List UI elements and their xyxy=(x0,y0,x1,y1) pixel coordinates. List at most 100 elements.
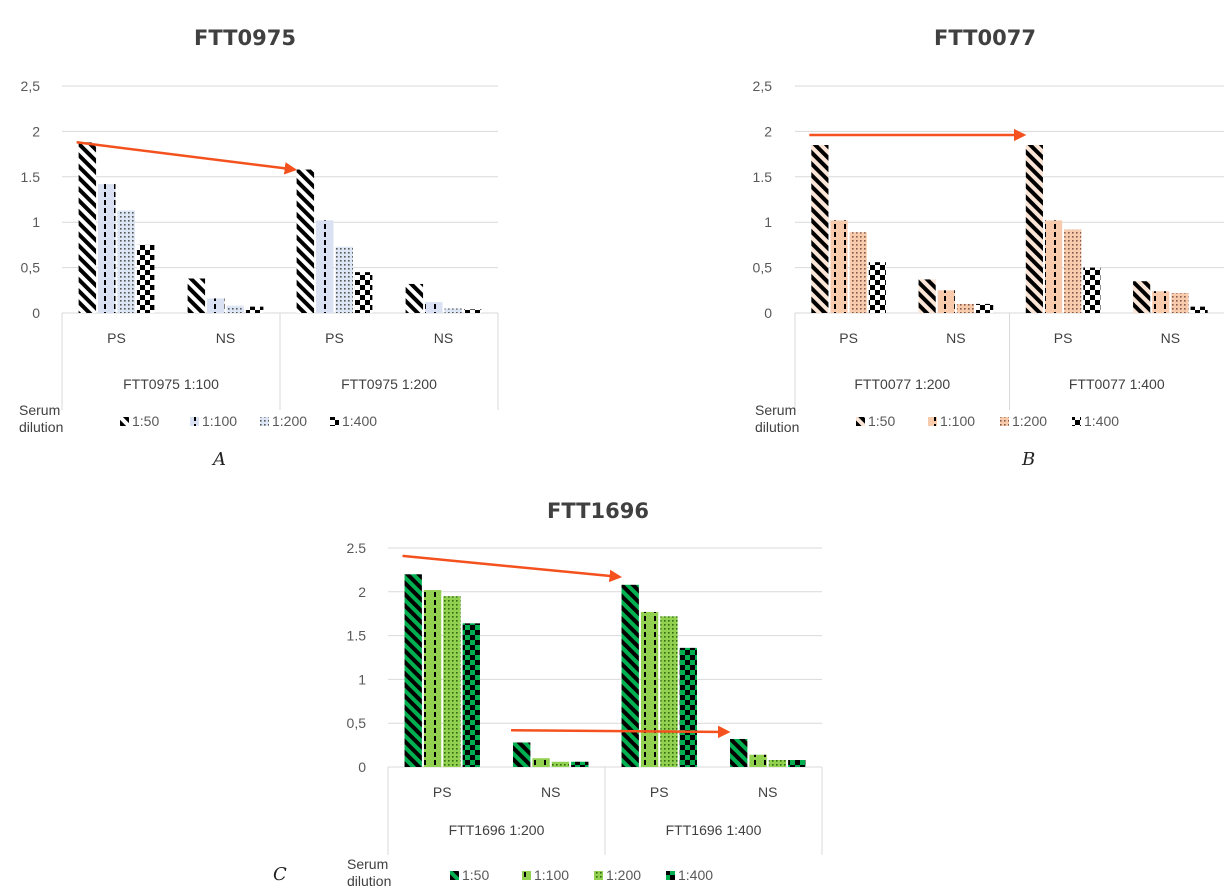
bar xyxy=(730,738,748,767)
bar xyxy=(956,303,975,313)
bar xyxy=(463,309,482,313)
y-tick-label: 2 xyxy=(764,123,772,139)
x-tick-label: NS xyxy=(1161,330,1180,346)
legend-swatch xyxy=(1072,417,1081,426)
bar xyxy=(937,290,955,313)
y-tick-label: 1 xyxy=(32,214,40,230)
legend-label: 1:400 xyxy=(678,867,713,883)
bar xyxy=(1133,281,1151,313)
bar xyxy=(117,210,135,313)
legend-swatch xyxy=(120,417,129,426)
bar xyxy=(78,142,97,313)
legend-label: 1:200 xyxy=(1012,413,1047,429)
panel-label: C xyxy=(273,864,287,885)
x-group-label: FTT0975 1:200 xyxy=(341,376,437,392)
legend-swatch xyxy=(666,871,675,880)
bar xyxy=(768,759,787,767)
legend-swatch xyxy=(522,871,531,880)
x-tick-label: NS xyxy=(434,330,453,346)
legend-label: 1:50 xyxy=(132,413,159,429)
bar xyxy=(443,596,461,767)
legend-title: Serum dilution xyxy=(19,402,63,435)
bar xyxy=(849,232,867,313)
bar xyxy=(513,742,531,767)
bar xyxy=(444,308,462,313)
bar xyxy=(405,283,424,313)
legend-swatch xyxy=(190,417,199,426)
bar xyxy=(679,647,697,767)
bar xyxy=(811,145,829,313)
x-tick-label: PS xyxy=(107,330,126,346)
x-tick-label: PS xyxy=(650,784,669,800)
y-tick-label: 1.5 xyxy=(347,628,367,644)
bar xyxy=(976,303,994,313)
x-group-label: FTT0077 1:200 xyxy=(854,376,950,392)
annotation-arrow xyxy=(402,554,623,583)
x-tick-label: NS xyxy=(541,784,560,800)
legend-title: Serum dilution xyxy=(755,402,799,435)
legend-swatch xyxy=(450,871,459,880)
bar xyxy=(1190,306,1208,313)
legend-swatch xyxy=(928,417,937,426)
y-tick-label: 0 xyxy=(32,305,40,321)
x-group-label: FTT0975 1:100 xyxy=(123,376,219,392)
y-tick-label: 1 xyxy=(764,214,772,230)
x-tick-label: PS xyxy=(325,330,344,346)
bar xyxy=(245,306,264,313)
y-tick-label: 0,5 xyxy=(347,715,367,731)
bar xyxy=(1044,220,1063,313)
x-group-label: FTT1696 1:200 xyxy=(449,822,545,838)
y-tick-label: 0 xyxy=(358,759,366,775)
chart-title: FTT0975 xyxy=(194,26,296,50)
y-tick-label: 2.5 xyxy=(347,540,367,556)
bar xyxy=(296,169,315,313)
legend-label: 1:100 xyxy=(940,413,975,429)
legend-label: 1:100 xyxy=(534,867,569,883)
chart-ftt1696: FTT1696 0 0,5 1 1.5 2 2.5 PS NS PS NS FTT1696 1:200… xyxy=(273,499,823,888)
legend-label: 1:200 xyxy=(606,867,641,883)
bar xyxy=(532,758,550,767)
y-tick-label: 2 xyxy=(358,584,366,600)
legend-label: 1:50 xyxy=(462,867,489,883)
legend-swatch xyxy=(330,417,339,426)
legend-label: 1:400 xyxy=(1084,413,1119,429)
bar xyxy=(571,761,589,767)
panel-label: A xyxy=(211,449,226,470)
bar xyxy=(423,590,442,767)
bar xyxy=(1064,229,1082,313)
x-tick-label: PS xyxy=(839,330,858,346)
x-tick-label: PS xyxy=(433,784,452,800)
chart-ftt0975: FTT0975 0 0,5 1 1.5 2 2,5 PS NS PS NS FTT0975 1:100… xyxy=(19,26,499,470)
bar xyxy=(621,584,639,767)
x-tick-label: PS xyxy=(1054,330,1073,346)
legend-swatch xyxy=(594,871,603,880)
bar xyxy=(868,262,886,313)
bar xyxy=(462,623,480,767)
x-group-label: FTT0077 1:400 xyxy=(1069,376,1165,392)
legend-label: 1:100 xyxy=(202,413,237,429)
chart-ftt0077: FTT0077 0 0,5 1 1.5 2 2,5 PS NS PS NS FTT0077 1:200… xyxy=(753,26,1224,470)
y-tick-label: 1.5 xyxy=(21,169,41,185)
x-group-label: FTT1696 1:400 xyxy=(666,822,762,838)
legend-label: 1:50 xyxy=(868,413,895,429)
bar xyxy=(660,616,678,767)
bar xyxy=(1025,145,1043,313)
bar xyxy=(1171,293,1189,313)
legend-swatch xyxy=(1000,417,1009,426)
bar xyxy=(749,754,767,767)
bar xyxy=(1083,267,1101,313)
bar xyxy=(551,761,570,767)
bar xyxy=(640,611,659,767)
y-tick-label: 0,5 xyxy=(753,260,773,276)
x-tick-label: NS xyxy=(946,330,965,346)
bar xyxy=(404,574,422,767)
bar xyxy=(1152,291,1170,313)
bar xyxy=(830,220,848,313)
x-tick-label: NS xyxy=(216,330,235,346)
bar xyxy=(98,184,116,313)
chart-title: FTT0077 xyxy=(934,26,1036,50)
panel-label: B xyxy=(1021,449,1035,470)
annotation-arrow xyxy=(76,141,298,175)
legend-swatch xyxy=(260,417,269,426)
